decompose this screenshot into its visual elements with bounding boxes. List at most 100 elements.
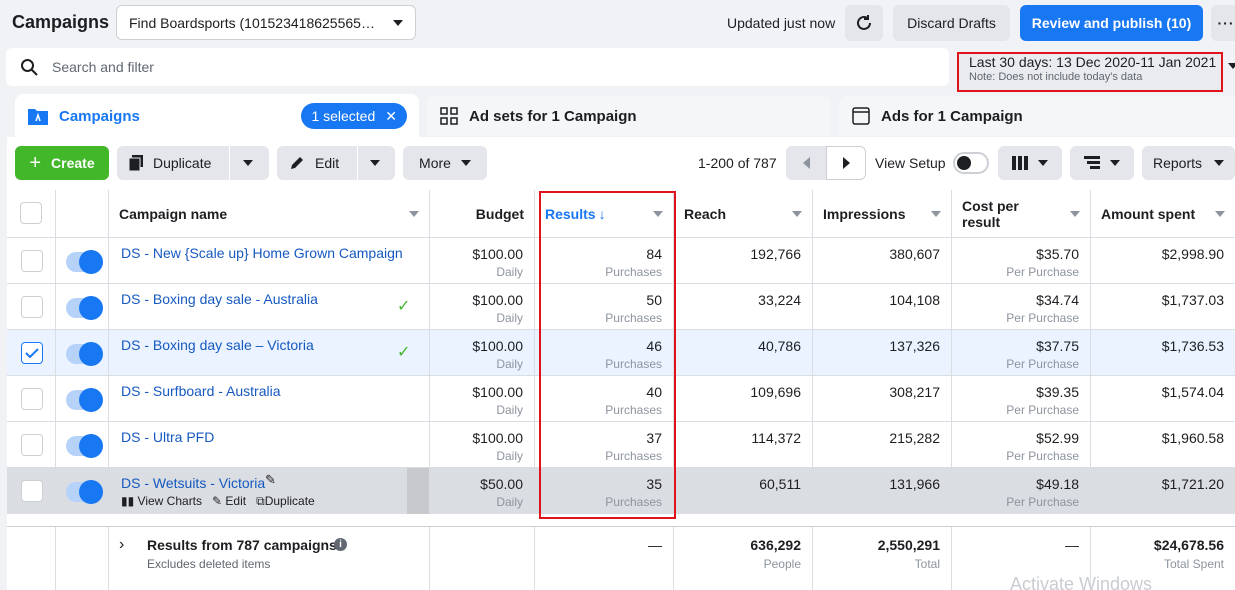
row-checkbox[interactable] (21, 342, 43, 364)
header-reach[interactable]: Reach (674, 190, 813, 238)
campaign-toggle[interactable] (66, 296, 103, 320)
edit-dropdown-icon[interactable] (370, 160, 380, 166)
impressions-cell: 380,607 (813, 238, 952, 284)
prev-page-button[interactable] (786, 146, 826, 180)
duplicate-dropdown-icon[interactable] (243, 160, 253, 166)
review-publish-button[interactable]: Review and publish (10) (1020, 5, 1203, 41)
header-label: Reach (684, 205, 727, 222)
sort-icon[interactable] (653, 210, 663, 217)
refresh-button[interactable] (845, 5, 883, 41)
results-value: 35 (646, 476, 662, 492)
campaign-toggle[interactable] (66, 434, 103, 458)
edit-link[interactable]: ✎ Edit (212, 494, 247, 508)
campaign-name-link[interactable]: DS - Ultra PFD (121, 429, 215, 445)
header-results[interactable]: Results ↓ (535, 190, 674, 238)
row-checkbox[interactable] (21, 434, 43, 456)
campaign-name-link[interactable]: DS - Wetsuits - Victoria (121, 475, 266, 491)
totals-budget (430, 527, 535, 590)
edit-button[interactable]: Edit (277, 146, 395, 180)
campaign-toggle[interactable] (66, 388, 103, 412)
next-page-button[interactable] (826, 146, 866, 180)
cost-cell: $35.70 Per Purchase (952, 238, 1091, 284)
campaign-name-link[interactable]: DS - Surfboard - Australia (121, 383, 281, 399)
cost-cell: $34.74 Per Purchase (952, 284, 1091, 330)
results-cell: 50 Purchases (535, 284, 674, 330)
cost-type: Per Purchase (1006, 449, 1079, 463)
table-row[interactable]: DS - Boxing day sale – Victoria ✓ $100.00 D… (7, 330, 1235, 376)
header-label: Impressions (823, 205, 906, 222)
campaign-name-link[interactable]: DS - New {Scale up} Home Grown Campaign (121, 245, 403, 261)
totals-results: — (535, 527, 674, 590)
view-charts-label: View Charts (137, 494, 203, 508)
campaign-name-link[interactable]: DS - Boxing day sale - Australia (121, 291, 318, 307)
duplicate-link[interactable]: ⧉Duplicate (256, 494, 315, 508)
row-checkbox[interactable] (21, 296, 43, 318)
budget-type: Daily (496, 403, 523, 417)
reach-value: 192,766 (750, 246, 801, 262)
refresh-icon (857, 15, 871, 30)
pencil-icon[interactable]: ✎ (265, 472, 276, 487)
tab-campaigns[interactable]: Campaigns 1 selected ✕ (15, 94, 419, 138)
table-row[interactable]: DS - Wetsuits - Victoria ✎ ▮▮ View Charts ✎… (7, 468, 1235, 514)
search-bar[interactable]: Search and filter (6, 48, 949, 86)
search-icon (21, 59, 38, 76)
header-cost-per-result[interactable]: Cost per result (952, 190, 1091, 238)
row-checkbox[interactable] (21, 480, 43, 502)
date-range-picker[interactable]: Last 30 days: 13 Dec 2020-11 Jan 2021 No… (957, 52, 1223, 92)
selected-pill[interactable]: 1 selected ✕ (301, 103, 407, 129)
duplicate-label: Duplicate (153, 155, 212, 171)
cost-type: Per Purchase (1006, 495, 1079, 509)
header-budget[interactable]: Budget (430, 190, 535, 238)
create-button[interactable]: + Create (15, 146, 109, 180)
table-row[interactable]: DS - New {Scale up} Home Grown Campaign $… (7, 238, 1235, 284)
sort-icon[interactable] (792, 210, 802, 217)
edit-label: Edit (225, 494, 247, 508)
select-all-checkbox[interactable] (20, 202, 42, 224)
info-icon[interactable]: i (334, 538, 347, 551)
campaign-toggle[interactable] (66, 250, 103, 274)
account-selector[interactable]: Find Boardsports (101523418625565… (116, 5, 416, 40)
header-impressions[interactable]: Impressions (813, 190, 952, 238)
checkbox-cell (7, 376, 56, 422)
view-setup-toggle[interactable] (953, 152, 989, 174)
divider (229, 146, 230, 180)
sort-icon[interactable] (1215, 210, 1225, 217)
campaign-name-link[interactable]: DS - Boxing day sale – Victoria (121, 337, 314, 353)
search-input[interactable]: Search and filter (52, 59, 154, 75)
table-row[interactable]: DS - Boxing day sale - Australia ✓ $100.00… (7, 284, 1235, 330)
checkbox-cell (7, 330, 56, 376)
sort-icon[interactable] (409, 210, 419, 217)
row-checkbox[interactable] (21, 250, 43, 272)
more-button[interactable]: More (403, 146, 487, 180)
sort-icon[interactable] (931, 210, 941, 217)
row-edit-handle[interactable] (407, 468, 429, 514)
toggle-cell (56, 422, 109, 468)
tab-ads[interactable]: Ads for 1 Campaign (839, 96, 1235, 136)
expand-chevron-icon[interactable]: › (119, 536, 125, 553)
table-row[interactable]: DS - Surfboard - Australia $100.00 Daily 40… (7, 376, 1235, 422)
header-campaign-name[interactable]: Campaign name (109, 190, 430, 238)
close-icon[interactable]: ✕ (385, 107, 397, 124)
header-label: result (962, 213, 1001, 230)
view-charts-link[interactable]: ▮▮ View Charts (121, 494, 203, 508)
tab-adsets[interactable]: Ad sets for 1 Campaign (427, 96, 831, 136)
campaign-toggle[interactable] (66, 342, 103, 366)
reports-button[interactable]: Reports (1142, 146, 1235, 180)
discard-drafts-button[interactable]: Discard Drafts (893, 5, 1010, 41)
header-amount-spent[interactable]: Amount spent (1091, 190, 1235, 238)
columns-button[interactable] (998, 146, 1062, 180)
duplicate-button[interactable]: Duplicate (117, 146, 269, 180)
totals-reach-sub: People (763, 557, 801, 571)
cost-type: Per Purchase (1006, 265, 1079, 279)
more-options-button[interactable]: ··· (1211, 5, 1235, 41)
campaign-toggle[interactable] (66, 480, 103, 504)
cost-type: Per Purchase (1006, 403, 1079, 417)
table-row[interactable]: DS - Ultra PFD $100.00 Daily 37 Purchases 114… (7, 422, 1235, 468)
date-chevron-icon[interactable] (1228, 63, 1235, 69)
budget-cell: $50.00 Daily (430, 468, 535, 514)
row-checkbox[interactable] (21, 388, 43, 410)
reach-cell: 114,372 (674, 422, 813, 468)
sort-icon[interactable] (1070, 210, 1080, 217)
cost-value: $37.75 (1036, 338, 1079, 354)
breakdown-button[interactable] (1070, 146, 1134, 180)
